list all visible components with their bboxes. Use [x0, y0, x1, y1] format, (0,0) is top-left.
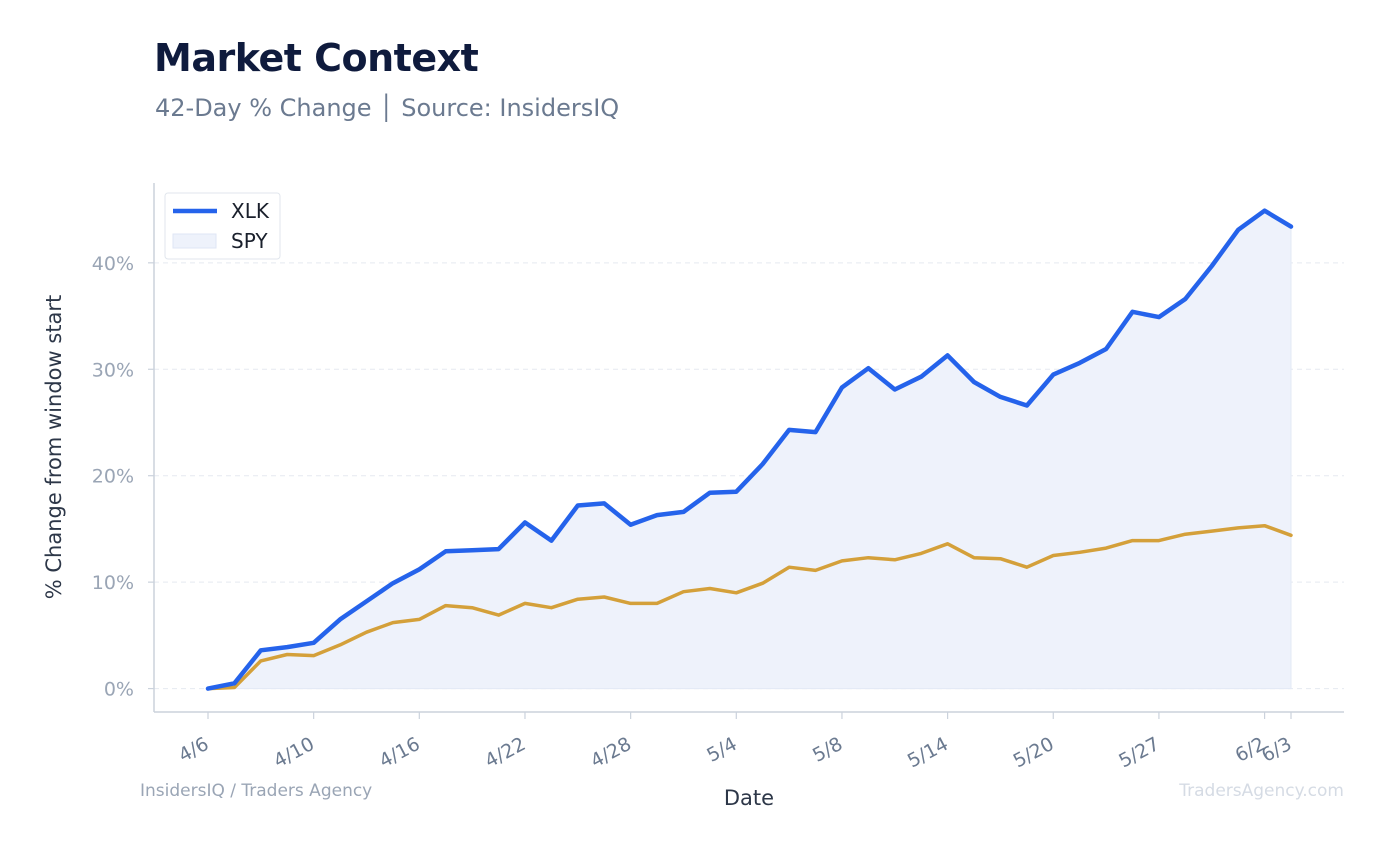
x-tick-label: 4/28	[587, 733, 635, 772]
y-tick-label: 20%	[92, 466, 134, 488]
x-tick-label: 5/20	[1010, 733, 1058, 772]
legend: XLK SPY	[164, 192, 281, 260]
y-axis-title: % Change from window start	[42, 295, 66, 600]
x-tick-label: 6/3	[1258, 733, 1295, 767]
spy-series-line	[206, 523, 1293, 691]
chart-title: Market Context	[154, 36, 479, 80]
legend-xlk-label: XLK	[231, 199, 270, 223]
x-tick-label: 5/8	[809, 733, 846, 767]
chart-subtitle: 42-Day % Change │ Source: InsidersIQ	[155, 94, 620, 122]
y-tick-label: 40%	[92, 253, 134, 275]
footer-attribution: InsidersIQ / Traders Agency	[140, 781, 372, 801]
x-tick-label: 5/4	[703, 733, 740, 767]
x-tick-label: 4/16	[376, 733, 424, 772]
legend-spy-swatch	[172, 233, 217, 249]
y-tick-label: 30%	[92, 359, 134, 381]
x-axis-ticks: 4/6 4/10 4/16 4/22 4/28 5/4 5/8 5/14 5/20 5/27 6/2…	[175, 712, 1295, 772]
x-tick-label: 5/14	[904, 733, 952, 772]
y-axis-ticks: 0% 10% 20% 30% 40%	[92, 253, 154, 701]
footer-watermark: TradersAgency.com	[1178, 781, 1344, 801]
x-tick-label: 4/22	[481, 733, 529, 772]
y-tick-label: 10%	[92, 572, 134, 594]
x-tick-label: 4/10	[270, 733, 318, 772]
x-tick-label: 5/27	[1115, 733, 1163, 772]
x-axis-title: Date	[724, 786, 774, 810]
legend-spy-label: SPY	[231, 229, 268, 253]
x-tick-label: 4/6	[175, 733, 212, 767]
xlk-series-line	[205, 208, 1294, 691]
y-tick-label: 0%	[104, 679, 134, 701]
spy-area-fill	[207, 210, 1292, 690]
